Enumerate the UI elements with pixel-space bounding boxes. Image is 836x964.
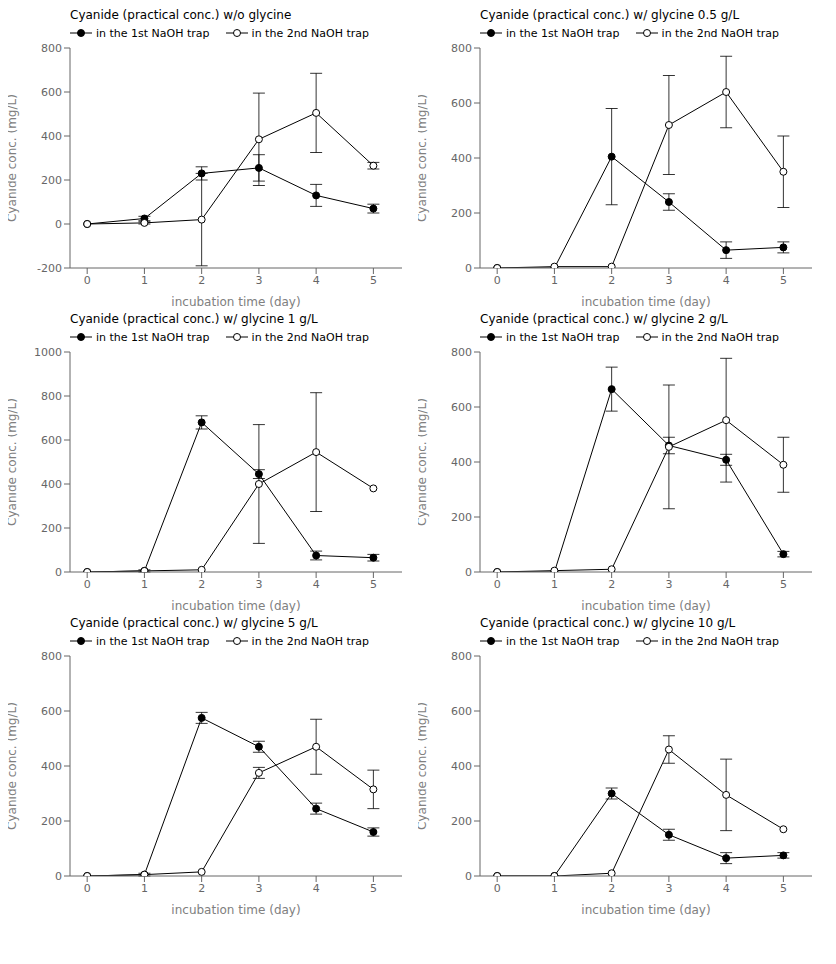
svg-text:800: 800 xyxy=(451,42,472,55)
svg-text:0: 0 xyxy=(55,870,62,883)
svg-text:0: 0 xyxy=(465,566,472,579)
html-text:Cyanide (practical conc.) w/ g: Cyanide (practical conc.) w/ glycine 1 g… xyxy=(70,312,318,326)
svg-text:200: 200 xyxy=(451,207,472,220)
svg-text:600: 600 xyxy=(41,434,62,447)
svg-text:3: 3 xyxy=(665,274,672,287)
svg-text:1: 1 xyxy=(141,882,148,895)
svg-text:200: 200 xyxy=(451,815,472,828)
svg-text:600: 600 xyxy=(451,705,472,718)
svg-text:1: 1 xyxy=(551,882,558,895)
svg-text:800: 800 xyxy=(41,390,62,403)
svg-text:5: 5 xyxy=(780,578,787,591)
svg-text:incubation time (day): incubation time (day) xyxy=(581,903,710,917)
svg-text:1: 1 xyxy=(551,578,558,591)
svg-text:800: 800 xyxy=(451,346,472,359)
svg-text:4: 4 xyxy=(313,274,320,287)
svg-text:400: 400 xyxy=(41,760,62,773)
svg-text:Cyanide conc. (mg/L): Cyanide conc. (mg/L) xyxy=(8,702,19,830)
svg-text:4: 4 xyxy=(313,882,320,895)
html-text:in the 2nd NaOH trap: in the 2nd NaOH trap xyxy=(251,330,370,344)
svg-text:3: 3 xyxy=(255,274,262,287)
svg-text:1: 1 xyxy=(141,274,148,287)
html-text:Cyanide (practical conc.) w/ g: Cyanide (practical conc.) w/ glycine 5 g… xyxy=(70,616,318,630)
svg-text:200: 200 xyxy=(41,522,62,535)
svg-text:400: 400 xyxy=(451,456,472,469)
svg-text:incubation time (day): incubation time (day) xyxy=(581,295,710,309)
svg-text:Cyanide conc. (mg/L): Cyanide conc. (mg/L) xyxy=(418,702,429,830)
html-text:Cyanide (practical conc.) w/ g: Cyanide (practical conc.) w/ glycine 10 … xyxy=(480,616,736,630)
svg-text:incubation time (day): incubation time (day) xyxy=(171,903,300,917)
svg-text:incubation time (day): incubation time (day) xyxy=(171,599,300,613)
svg-text:Cyanide conc. (mg/L): Cyanide conc. (mg/L) xyxy=(8,398,19,526)
svg-text:0: 0 xyxy=(494,578,501,591)
html-text:in the 1st NaOH trap: in the 1st NaOH trap xyxy=(96,26,210,40)
svg-text:600: 600 xyxy=(41,86,62,99)
svg-text:incubation time (day): incubation time (day) xyxy=(171,295,300,309)
svg-text:600: 600 xyxy=(451,97,472,110)
html-text:in the 1st NaOH trap: in the 1st NaOH trap xyxy=(96,330,210,344)
svg-text:0: 0 xyxy=(84,578,91,591)
svg-text:0: 0 xyxy=(494,274,501,287)
svg-text:2: 2 xyxy=(608,578,615,591)
svg-text:400: 400 xyxy=(41,478,62,491)
svg-text:800: 800 xyxy=(41,650,62,663)
svg-text:3: 3 xyxy=(255,882,262,895)
svg-text:2: 2 xyxy=(608,274,615,287)
html-text:in the 2nd NaOH trap: in the 2nd NaOH trap xyxy=(251,26,370,40)
html-text:Cyanide (practical conc.) w/ g: Cyanide (practical conc.) w/ glycine 0.5… xyxy=(480,8,740,22)
svg-text:1000: 1000 xyxy=(34,346,62,359)
html-text:in the 2nd NaOH trap: in the 2nd NaOH trap xyxy=(661,26,780,40)
html-text:in the 1st NaOH trap: in the 1st NaOH trap xyxy=(96,634,210,648)
svg-text:5: 5 xyxy=(780,882,787,895)
svg-text:2: 2 xyxy=(608,882,615,895)
svg-text:2: 2 xyxy=(198,882,205,895)
svg-text:2: 2 xyxy=(198,578,205,591)
html-text:in the 1st NaOH trap: in the 1st NaOH trap xyxy=(506,330,620,344)
svg-text:4: 4 xyxy=(723,882,730,895)
svg-text:3: 3 xyxy=(665,578,672,591)
svg-text:4: 4 xyxy=(723,578,730,591)
svg-text:0: 0 xyxy=(84,882,91,895)
svg-text:0: 0 xyxy=(494,882,501,895)
svg-text:200: 200 xyxy=(41,174,62,187)
svg-text:1: 1 xyxy=(551,274,558,287)
svg-text:0: 0 xyxy=(465,262,472,275)
svg-text:incubation time (day): incubation time (day) xyxy=(581,599,710,613)
svg-text:0: 0 xyxy=(84,274,91,287)
svg-text:1: 1 xyxy=(141,578,148,591)
html-text:in the 1st NaOH trap: in the 1st NaOH trap xyxy=(506,26,620,40)
svg-text:200: 200 xyxy=(451,511,472,524)
svg-text:3: 3 xyxy=(665,882,672,895)
svg-text:800: 800 xyxy=(41,42,62,55)
svg-text:-200: -200 xyxy=(37,262,62,275)
html-text:in the 2nd NaOH trap: in the 2nd NaOH trap xyxy=(661,634,780,648)
svg-text:200: 200 xyxy=(41,815,62,828)
svg-text:2: 2 xyxy=(198,274,205,287)
svg-text:800: 800 xyxy=(451,650,472,663)
html-text:in the 2nd NaOH trap: in the 2nd NaOH trap xyxy=(661,330,780,344)
svg-text:400: 400 xyxy=(451,760,472,773)
svg-text:4: 4 xyxy=(313,578,320,591)
svg-text:Cyanide conc. (mg/L): Cyanide conc. (mg/L) xyxy=(8,94,19,222)
svg-text:400: 400 xyxy=(41,130,62,143)
svg-text:Cyanide conc. (mg/L): Cyanide conc. (mg/L) xyxy=(418,398,429,526)
svg-text:3: 3 xyxy=(255,578,262,591)
svg-text:0: 0 xyxy=(465,870,472,883)
svg-text:5: 5 xyxy=(370,882,377,895)
svg-text:0: 0 xyxy=(55,218,62,231)
html-text:in the 2nd NaOH trap: in the 2nd NaOH trap xyxy=(251,634,370,648)
svg-text:5: 5 xyxy=(370,578,377,591)
svg-text:5: 5 xyxy=(780,274,787,287)
svg-text:5: 5 xyxy=(370,274,377,287)
svg-text:Cyanide conc. (mg/L): Cyanide conc. (mg/L) xyxy=(418,94,429,222)
svg-text:4: 4 xyxy=(723,274,730,287)
svg-text:600: 600 xyxy=(41,705,62,718)
html-text:Cyanide (practical conc.) w/ g: Cyanide (practical conc.) w/ glycine 2 g… xyxy=(480,312,728,326)
svg-text:0: 0 xyxy=(55,566,62,579)
svg-text:600: 600 xyxy=(451,401,472,414)
svg-text:400: 400 xyxy=(451,152,472,165)
html-text:in the 1st NaOH trap: in the 1st NaOH trap xyxy=(506,634,620,648)
html-text:Cyanide (practical conc.) w/o: Cyanide (practical conc.) w/o glycine xyxy=(70,8,292,22)
